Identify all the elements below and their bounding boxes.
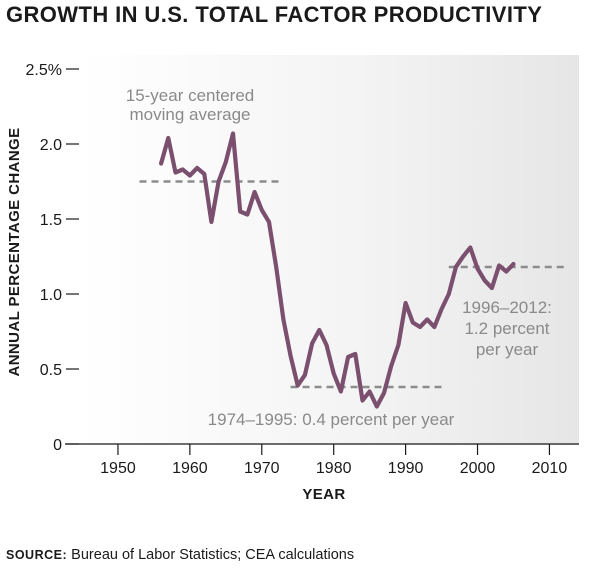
annotation-text: moving average: [130, 105, 251, 124]
x-tick-label: 1970: [244, 460, 280, 477]
x-tick-label: 1980: [316, 460, 352, 477]
y-tick-label: 1.0: [40, 287, 62, 304]
source-label: SOURCE:: [6, 548, 68, 562]
annotation-text: 1996–2012:: [462, 298, 552, 317]
y-axis-label: ANNUAL PERCENTAGE CHANGE: [6, 127, 23, 376]
y-tick-label: 0.5: [40, 362, 62, 379]
chart-title: GROWTH IN U.S. TOTAL FACTOR PRODUCTIVITY: [6, 2, 543, 27]
source-text: Bureau of Labor Statistics; CEA calculat…: [67, 547, 355, 563]
annotation-text: 1974–1995: 0.4 percent per year: [208, 410, 455, 429]
annotation-text: 15-year centered: [126, 86, 255, 105]
x-tick-label: 2010: [532, 460, 568, 477]
y-tick-label: 0: [53, 437, 62, 454]
series-line: [159, 131, 516, 409]
y-tick-label: 2.0: [40, 137, 62, 154]
annotation-text: 1.2 percent: [464, 319, 549, 338]
chart: 0 0.5 1.0 1.5 2.0 2.5% 1950 1960 1970 1980 1990 20…: [6, 55, 579, 503]
y-tick-label: 2.5%: [26, 62, 62, 79]
x-tick-label: 1960: [172, 460, 208, 477]
annotation-text: per year: [476, 340, 539, 359]
y-tick-label: 1.5: [40, 212, 62, 229]
x-tick-label: 2000: [460, 460, 496, 477]
plot-background: [79, 55, 579, 445]
x-tick-label: 1990: [388, 460, 424, 477]
x-axis-label: YEAR: [302, 486, 345, 503]
x-tick-label: 1950: [100, 460, 136, 477]
source-note: SOURCE: Bureau of Labor Statistics; CEA …: [6, 547, 354, 563]
